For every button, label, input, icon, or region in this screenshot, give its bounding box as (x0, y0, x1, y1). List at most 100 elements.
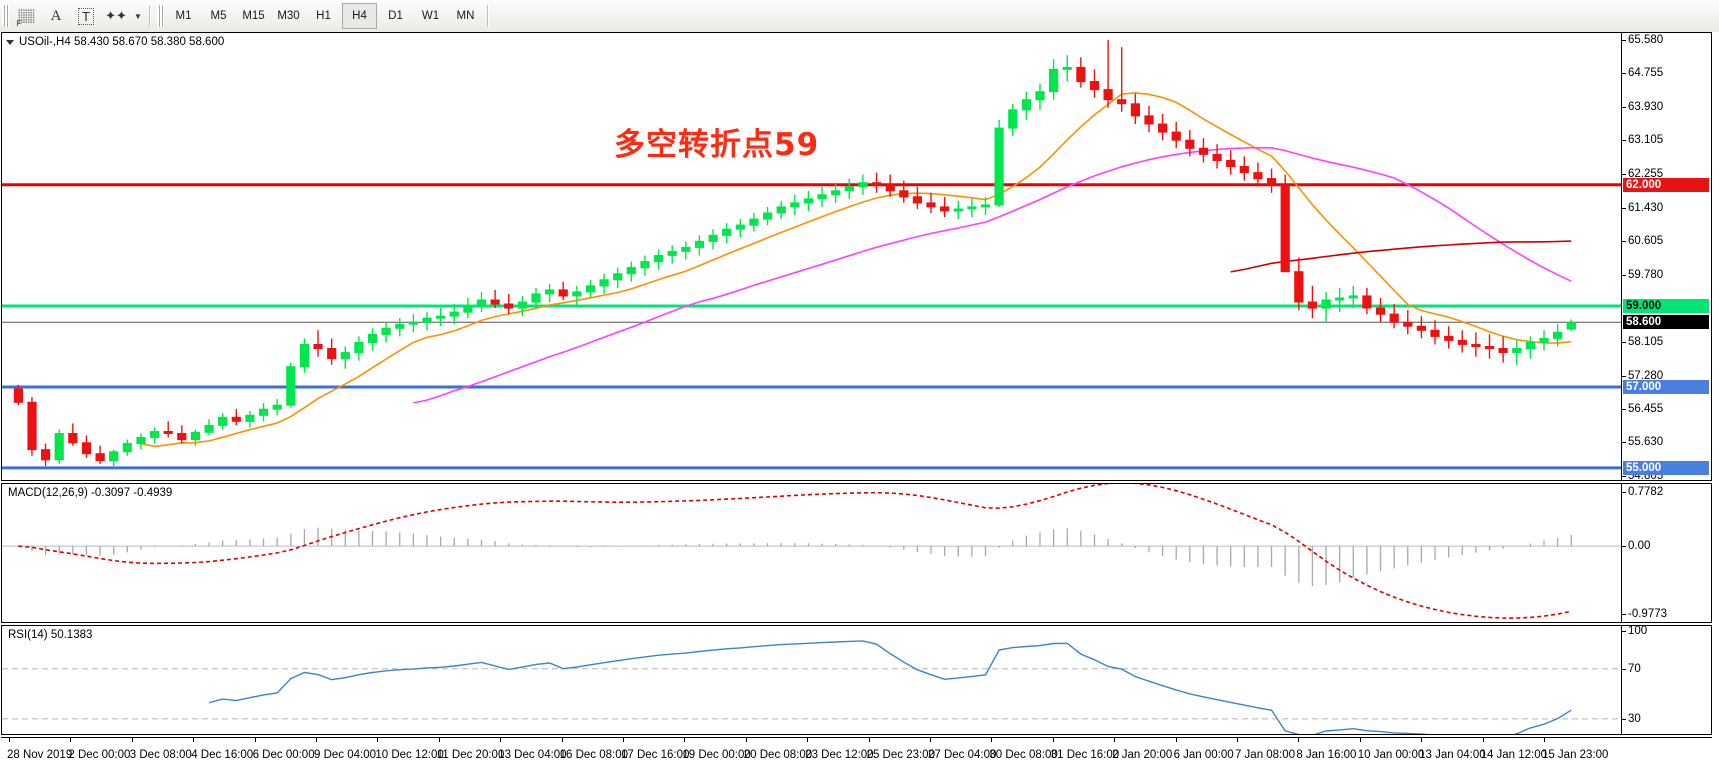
price-tick-label: 59.780 (1628, 268, 1664, 281)
price-tag-57[interactable]: 57.000 (1623, 379, 1709, 394)
price-tick-label: 61.430 (1628, 201, 1664, 214)
price-axis[interactable]: 65.580 64.755 63.930 63.105 62.255 61.430 60.6… (1621, 33, 1711, 482)
time-tickmark (622, 738, 624, 742)
macd-tick-label: 0.7782 (1628, 486, 1664, 499)
time-tickmark (991, 738, 993, 742)
time-tickmark (438, 738, 440, 742)
timeframe-w1[interactable]: W1 (421, 10, 440, 22)
time-tick-label: 16 Dec 08:00 (559, 749, 628, 761)
text-box-icon[interactable]: T (71, 3, 101, 29)
timeframe-h1[interactable]: H1 (316, 10, 331, 22)
timeframe-mn[interactable]: MN (456, 10, 475, 22)
toolbar: F A T ✦✦ ▼ M1 M5 M15 M30 H1 H4 D1 W1 MN (0, 0, 1719, 33)
shapes-icon[interactable]: ✦✦ (105, 8, 127, 23)
time-tickmark (254, 738, 256, 742)
price-tick-label: 65.580 (1628, 33, 1664, 46)
macd-axis[interactable]: 0.7782 0.00 -0.9773 (1621, 484, 1711, 622)
price-tick-label: 63.930 (1628, 100, 1664, 113)
price-tag-55[interactable]: 55.000 (1623, 460, 1709, 475)
time-tick-label: 2 Dec 00:00 (68, 749, 131, 761)
time-tick-label: 30 Dec 08:00 (989, 749, 1058, 761)
collapse-caret-icon[interactable] (6, 39, 14, 45)
price-panel[interactable]: USOil-,H4 58.430 58.670 58.380 58.600 多空… (1, 32, 1712, 482)
time-tickmark (193, 738, 195, 742)
rsi-label: RSI(14) 50.1383 (8, 629, 93, 641)
macd-panel[interactable]: MACD(12,26,9) -0.3097 -0.4939 0.7782 0.00… (1, 483, 1712, 623)
macd-plot-area[interactable] (2, 484, 1621, 622)
macd-tickmark (1622, 492, 1626, 494)
timeframe-m15[interactable]: M15 (242, 10, 265, 22)
time-tick-label: 23 Dec 12:00 (805, 749, 874, 761)
time-tick-label: 6 Dec 00:00 (252, 749, 315, 761)
price-tickmark (1622, 375, 1626, 377)
crosshair-grid-icon[interactable]: F (11, 3, 41, 29)
time-tick-label: 2 Jan 20:00 (1112, 749, 1173, 761)
time-tick-label: 11 Dec 20:00 (436, 749, 505, 761)
time-axis[interactable]: 28 Nov 2019 2 Dec 00:00 3 Dec 08:00 4 Dec 1… (1, 737, 1712, 773)
timeframe-d1[interactable]: D1 (388, 10, 403, 22)
rsi-axis[interactable]: 100 70 30 (1621, 625, 1711, 734)
time-tickmark (70, 738, 72, 742)
time-tick-label: 8 Jan 16:00 (1296, 749, 1357, 761)
time-tickmark (929, 738, 931, 742)
time-tick-label: 14 Jan 12:00 (1480, 749, 1548, 761)
timeframe-m1[interactable]: M1 (175, 10, 192, 22)
rsi-tick-label: 70 (1628, 662, 1641, 675)
time-tickmark (868, 738, 870, 742)
time-tick-label: 3 Dec 08:00 (129, 749, 192, 761)
macd-svg (2, 484, 1621, 619)
price-tick-label: 58.105 (1628, 336, 1664, 349)
rsi-tickmark (1622, 718, 1626, 720)
time-tickmark (315, 738, 317, 742)
price-tickmark (1622, 342, 1626, 344)
timeframe-h4[interactable]: H4 (342, 3, 377, 29)
price-tickmark (1622, 241, 1626, 243)
price-tag-59[interactable]: 59.000 (1623, 299, 1709, 314)
rsi-svg (2, 640, 1621, 734)
price-tick-label: 56.455 (1628, 403, 1664, 415)
time-tickmark (500, 738, 502, 742)
price-tickmark (1622, 73, 1626, 75)
time-tickmark (1421, 738, 1423, 742)
time-tick-label: 13 Jan 04:00 (1419, 749, 1486, 761)
time-tick-label: 25 Dec 23:00 (866, 749, 935, 761)
price-tick-label: 63.105 (1628, 133, 1664, 146)
time-tick-label: 10 Dec 12:00 (375, 749, 444, 761)
time-tickmark (561, 738, 563, 742)
time-tickmark (1543, 738, 1545, 742)
time-tick-label: 20 Dec 08:00 (743, 749, 813, 761)
candlestick-svg (2, 39, 1621, 470)
time-tickmark (131, 738, 133, 742)
time-tick-label: 28 Nov 2019 (7, 749, 73, 761)
price-tickmark (1622, 475, 1626, 477)
time-tick-label: 4 Dec 16:00 (191, 749, 254, 761)
rsi-plot-area[interactable] (2, 626, 1621, 734)
time-tickmark (377, 738, 379, 742)
time-tick-label: 7 Jan 08:00 (1234, 749, 1296, 761)
toolbar-separator-1 (149, 5, 151, 27)
time-tickmark (807, 738, 809, 742)
price-tag-current[interactable]: 58.600 (1623, 315, 1709, 330)
rsi-tickmark (1622, 668, 1626, 670)
timeframe-m5[interactable]: M5 (210, 10, 227, 22)
time-tickmark (1052, 738, 1054, 742)
macd-tick-label: 0.00 (1628, 540, 1651, 553)
timeframe-m30[interactable]: M30 (277, 10, 300, 22)
price-plot-area[interactable]: 多空转折点59 (2, 33, 1621, 480)
macd-tickmark (1622, 613, 1626, 615)
price-tick-label: 57.280 (1628, 369, 1664, 382)
price-tick-label: 64.755 (1628, 67, 1664, 80)
rsi-tickmark (1622, 631, 1626, 633)
text-label-icon[interactable]: A (50, 7, 62, 24)
toolbar-grip-1[interactable] (2, 5, 9, 27)
time-tickmark (1114, 738, 1116, 742)
time-tickmark (1482, 738, 1484, 742)
dropdown-arrow-icon[interactable]: ▼ (134, 11, 142, 21)
rsi-panel[interactable]: RSI(14) 50.1383 100 70 30 (1, 625, 1712, 735)
price-tag-62[interactable]: 62.000 (1623, 177, 1709, 192)
price-tickmark (1622, 274, 1626, 276)
price-tickmark (1622, 174, 1626, 176)
price-tick-label: 60.605 (1628, 235, 1664, 248)
toolbar-grip-2[interactable] (157, 5, 164, 27)
time-tick-label: 17 Dec 16:00 (620, 749, 690, 761)
